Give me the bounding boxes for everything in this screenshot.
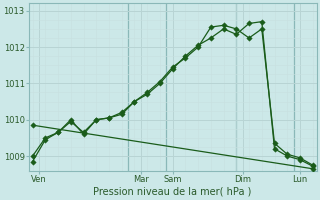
X-axis label: Pression niveau de la mer( hPa ): Pression niveau de la mer( hPa ) xyxy=(93,187,252,197)
